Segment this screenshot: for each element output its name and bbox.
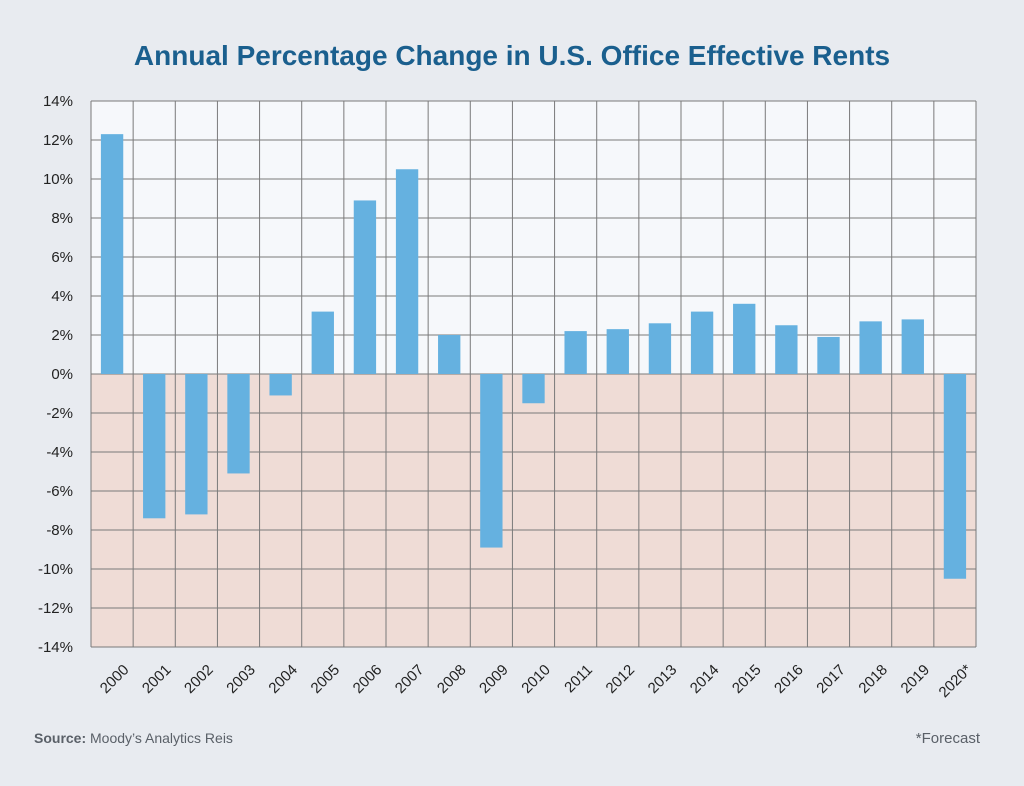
source-text: Moody’s Analytics Reis [90,730,233,746]
bar-2002 [185,374,208,515]
x-tick-label: 2019 [898,661,934,697]
x-tick-label: 2016 [771,661,807,697]
bars [100,134,967,579]
x-tick-label: 2000 [97,661,133,697]
positive-region [91,101,976,374]
bar-2006 [353,200,377,374]
bar-2008 [438,335,461,374]
x-tick-label: 2004 [265,661,301,697]
x-tick-label: 2001 [139,661,175,697]
x-tick-label: 2008 [434,661,470,697]
y-tick-label: -4% [46,444,73,461]
bar-2005 [311,311,334,374]
y-tick-label: -6% [46,483,73,500]
y-tick-label: -8% [46,522,73,539]
bar-2016 [775,325,798,374]
bar-2010 [522,374,545,404]
source-note: Source: Moody’s Analytics Reis [34,730,233,746]
x-tick-label: 2015 [729,661,765,697]
y-tick-label: 12% [43,132,73,149]
bar-2007 [395,169,419,374]
y-tick-label: 2% [51,327,73,344]
negative-region [91,374,976,647]
x-tick-label: 2003 [223,661,259,697]
x-tick-label: 2002 [181,661,217,697]
y-tick-label: 8% [51,210,73,227]
x-tick-label: 2005 [308,661,344,697]
bar-2015 [733,303,756,374]
bar-2013 [648,323,672,374]
x-tick-label: 2006 [350,661,386,697]
bar-2018 [859,321,882,374]
bar-2014 [690,311,714,374]
y-tick-label: 4% [51,288,73,305]
x-tick-label: 2007 [392,661,428,697]
source-label: Source: [34,730,87,746]
bar-2012 [606,329,629,374]
x-tick-label: 2009 [476,661,512,697]
bar-2017 [817,336,840,374]
x-axis-labels: 2000 2001 2002 2003 2004 2005 2006 2007 2008 2009… [97,661,976,701]
bar-2000 [100,134,124,374]
y-tick-label: 10% [43,171,73,188]
bar-2001 [143,374,166,519]
bar-2004 [269,374,292,396]
bar-2019 [901,319,924,374]
gridlines [90,100,977,648]
bar-2009 [480,374,503,548]
y-tick-label: 14% [43,93,73,110]
y-tick-label: -2% [46,405,73,422]
forecast-footnote: *Forecast [915,730,980,747]
chart-title: Annual Percentage Change in U.S. Office … [133,40,891,71]
bar-2003 [227,374,250,474]
x-tick-label: 2013 [645,661,681,697]
x-tick-label: 2012 [603,661,639,697]
y-tick-label: -10% [38,561,73,578]
y-tick-label: 6% [51,249,73,266]
x-tick-label: 2011 [561,661,596,696]
x-tick-label: 2017 [813,661,849,697]
y-tick-label: 0% [51,366,73,383]
bar-2011 [564,331,587,374]
x-tick-label: 2010 [518,661,554,697]
y-tick-label: -12% [38,600,73,617]
x-tick-label: 2020* [936,661,976,701]
bar-2020 [943,374,967,579]
x-tick-label: 2014 [687,661,723,697]
y-axis-labels: 14% 12% 10% 8% 6% 4% 2% 0% -2% -4% -6% -8% -10% -12% -… [38,93,73,656]
y-tick-label: -14% [38,639,73,656]
x-tick-label: 2018 [855,661,891,697]
